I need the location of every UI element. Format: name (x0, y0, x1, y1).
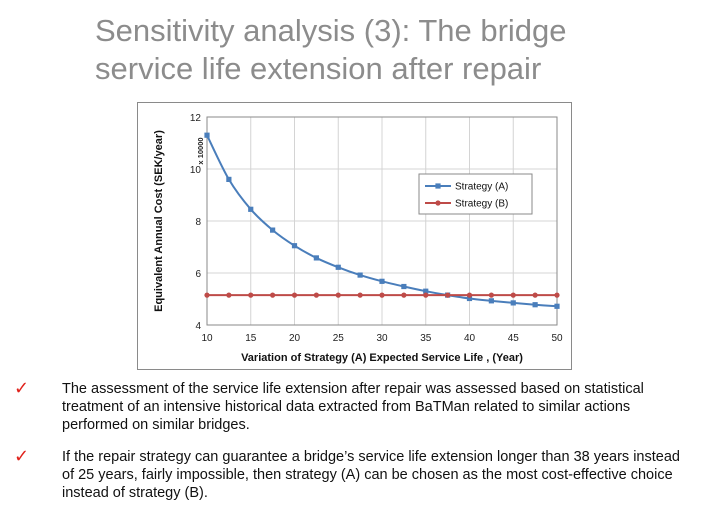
line-chart: 4 6 8 10 12 10 15 20 25 30 35 40 45 50 x 10000 Variatio… (153, 113, 563, 364)
x-tick-label: 30 (376, 333, 388, 344)
x-tick-label: 40 (464, 333, 476, 344)
data-point-strategy-b (423, 292, 429, 298)
data-point-strategy-a (335, 264, 341, 270)
x-tick-label: 50 (551, 333, 563, 344)
data-point-strategy-b (357, 292, 363, 298)
data-point-strategy-a (248, 206, 254, 212)
x-tick-label: 15 (245, 333, 257, 344)
legend-marker (435, 200, 441, 206)
data-point-strategy-a (379, 278, 385, 284)
y-tick-label: 8 (195, 217, 201, 228)
x-tick-label: 10 (201, 333, 213, 344)
legend-entry: Strategy (B) (455, 199, 508, 210)
x-axis-label: Variation of Strategy (A) Expected Servi… (241, 352, 523, 364)
chart-frame: 4 6 8 10 12 10 15 20 25 30 35 40 45 50 x 10000 Variatio… (137, 102, 572, 370)
data-point-strategy-a (313, 255, 319, 261)
data-point-strategy-a (510, 300, 516, 306)
legend-marker (435, 183, 441, 189)
data-point-strategy-a (357, 272, 363, 278)
data-point-strategy-a (554, 303, 560, 309)
data-point-strategy-b (248, 292, 254, 298)
y-axis-label: Equivalent Annual Cost (SEK/year) (153, 130, 165, 312)
data-point-strategy-b (510, 292, 516, 298)
data-point-strategy-a (226, 176, 232, 182)
data-point-strategy-b (335, 292, 341, 298)
data-point-strategy-b (554, 292, 560, 298)
data-point-strategy-a (532, 302, 538, 308)
x-tick-label: 20 (289, 333, 301, 344)
data-point-strategy-a (204, 132, 210, 138)
data-point-strategy-a (466, 295, 473, 302)
legend-entry: Strategy (A) (455, 182, 508, 193)
y-tick-label: 6 (195, 269, 201, 280)
data-point-strategy-a (401, 283, 407, 290)
data-point-strategy-b (204, 292, 210, 298)
bullet-text-1: The assessment of the service life exten… (62, 381, 644, 433)
plot-area-border (206, 116, 558, 326)
data-point-strategy-b (270, 292, 276, 298)
data-point-strategy-b (291, 292, 298, 298)
x-tick-label: 35 (420, 333, 432, 344)
check-icon: ✓ (14, 446, 30, 467)
y-tick-label: 12 (190, 113, 202, 124)
data-point-strategy-a (488, 298, 494, 304)
data-point-strategy-b (226, 292, 232, 298)
bullet-text-2: If the repair strategy can guarantee a b… (62, 449, 680, 501)
data-point-strategy-b (401, 292, 407, 298)
x-tick-label: 25 (333, 333, 345, 344)
data-point-strategy-b (379, 292, 385, 298)
data-point-strategy-b (445, 292, 451, 298)
data-point-strategy-b (466, 292, 473, 298)
data-point-strategy-b (313, 292, 319, 298)
slide-title-line-1: Sensitivity analysis (3): The bridge (95, 13, 567, 48)
x-tick-label: 45 (508, 333, 520, 344)
check-icon: ✓ (14, 378, 30, 399)
legend-box (418, 173, 533, 215)
data-point-strategy-a (270, 227, 276, 233)
slide-title-line-2: service life extension after repair (95, 51, 542, 86)
y-tick-label: 10 (190, 165, 202, 176)
data-point-strategy-a (423, 288, 429, 294)
data-point-strategy-b (488, 292, 494, 298)
y-tick-label: 4 (195, 321, 201, 332)
data-point-strategy-b (532, 292, 538, 298)
y-multiplier-label: x 10000 (196, 137, 205, 164)
slide-title: Sensitivity analysis (3): The bridge ser… (95, 12, 695, 88)
data-point-strategy-a (291, 243, 298, 249)
